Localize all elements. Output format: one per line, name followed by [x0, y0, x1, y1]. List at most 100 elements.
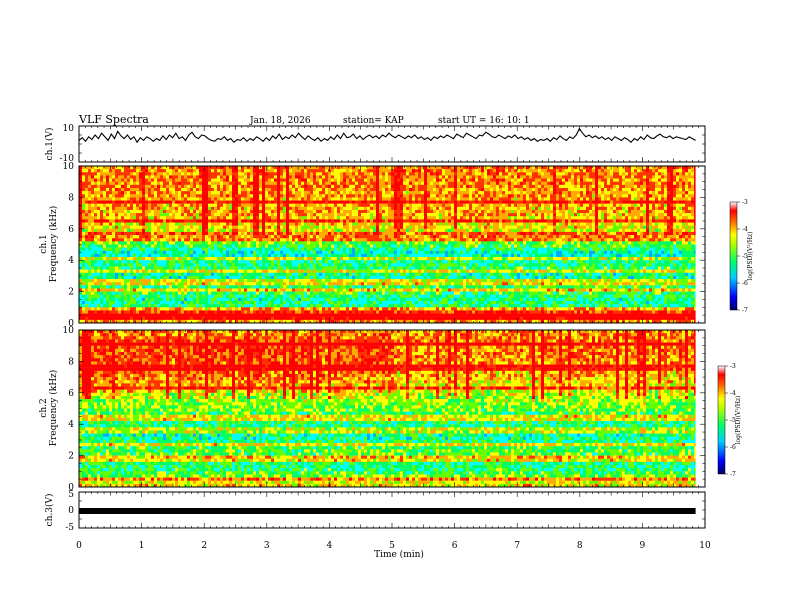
spec-cell: [223, 194, 227, 198]
spec-cell: [355, 175, 359, 179]
spec-cell: [217, 191, 221, 195]
spec-cell: [628, 181, 632, 186]
spec-cell: [631, 222, 635, 226]
spec-cell: [595, 166, 599, 170]
spec-cell: [313, 166, 317, 170]
spec-cell: [535, 166, 539, 170]
spec-cell: [127, 216, 131, 220]
spec-cell: [394, 191, 398, 195]
spec-cell: [391, 222, 395, 226]
spec-cell: [322, 200, 326, 204]
spec-cell: [619, 169, 623, 173]
spec-cell: [229, 235, 233, 239]
spec-cell: [154, 197, 158, 201]
spec-cell: [343, 209, 347, 214]
spec-cell: [247, 197, 251, 201]
spec-cell: [304, 194, 308, 198]
spec-cell: [559, 181, 563, 186]
spec-cell: [259, 191, 263, 195]
spec-cell: [214, 178, 218, 182]
spec-cell: [598, 175, 602, 179]
spec-cell: [310, 228, 314, 233]
spec-cell: [319, 169, 323, 173]
spec-cell: [505, 175, 509, 179]
spec-cell: [157, 187, 161, 192]
spec-cell: [589, 200, 593, 204]
spec-cell: [466, 216, 470, 220]
spec-cell: [388, 203, 392, 208]
spec-cell: [496, 228, 500, 233]
spec-cell: [577, 222, 581, 226]
spec-cell: [295, 209, 299, 214]
spec-cell: [208, 235, 212, 239]
spec-cell: [310, 222, 314, 226]
spec-cell: [340, 194, 344, 198]
spec-cell: [448, 231, 452, 236]
spec-cell: [481, 191, 485, 195]
spec-cell: [325, 184, 329, 189]
spec-cell: [184, 203, 188, 208]
spec-cell: [484, 222, 488, 226]
spec-cell: [682, 219, 686, 223]
spec-cell: [367, 231, 371, 236]
spec-cell: [553, 216, 557, 220]
spec-cell: [661, 228, 665, 233]
spec-cell: [292, 216, 296, 220]
spec-cell: [244, 216, 248, 220]
spec-cell: [406, 169, 410, 173]
spec-cell: [640, 213, 644, 217]
spec-cell: [535, 172, 539, 176]
spec-cell: [469, 206, 473, 211]
spec-cell: [250, 209, 254, 214]
spec-cell: [142, 209, 146, 214]
spec-cell: [178, 238, 182, 242]
spec-cell: [625, 184, 629, 189]
spec-cell: [196, 213, 200, 217]
spec-cell: [286, 225, 290, 229]
spec-cell: [478, 169, 482, 173]
spec-cell: [217, 209, 221, 214]
spec-cell: [454, 213, 458, 217]
spec-cell: [355, 213, 359, 217]
spec-cell: [85, 197, 89, 201]
spec-cell: [499, 200, 503, 204]
spec-cell: [283, 225, 287, 229]
spec-cell: [400, 175, 404, 179]
spec-cell: [205, 178, 209, 182]
spec-cell: [586, 191, 590, 195]
spec-cell: [124, 178, 128, 182]
spec-cell: [94, 197, 98, 201]
spec-cell: [145, 181, 149, 186]
spec-cell: [481, 181, 485, 186]
spec-cell: [163, 235, 167, 239]
spec-cell: [598, 181, 602, 186]
spec-cell: [514, 235, 518, 239]
spec-cell: [559, 172, 563, 176]
spec-cell: [442, 203, 446, 208]
spec-cell: [544, 178, 548, 182]
spec-cell: [154, 169, 158, 173]
spec-cell: [298, 228, 302, 233]
spec-cell: [334, 181, 338, 186]
spec-cell: [535, 222, 539, 226]
spec-cell: [592, 172, 596, 176]
spec-cell: [571, 181, 575, 186]
spec-cell: [586, 231, 590, 236]
spec-cell: [583, 175, 587, 179]
spec-cell: [532, 172, 536, 176]
spec-cell: [154, 228, 158, 233]
spec-cell: [412, 213, 416, 217]
spec-cell: [649, 172, 653, 176]
spec-cell: [601, 222, 605, 226]
spec-cell: [163, 206, 167, 211]
spec-cell: [538, 206, 542, 211]
spec-cell: [358, 181, 362, 186]
spec-cell: [151, 175, 155, 179]
spec-cell: [451, 216, 455, 220]
spec-cell: [265, 184, 269, 189]
spec-cell: [472, 187, 476, 192]
spec-cell: [376, 222, 380, 226]
spec-cell: [487, 178, 491, 182]
spec-cell: [523, 203, 527, 208]
spec-cell: [679, 222, 683, 226]
